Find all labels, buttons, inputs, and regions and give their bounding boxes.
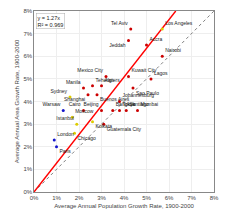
svg-text:Average Annual Area Growth Rat: Average Annual Area Growth Rate, 1900-20… <box>14 39 20 163</box>
svg-text:Los Angeles: Los Angeles <box>165 20 193 26</box>
svg-text:4%: 4% <box>120 195 129 201</box>
svg-text:Algiers: Algiers <box>104 77 120 83</box>
svg-text:1%: 1% <box>52 195 61 201</box>
svg-text:8%: 8% <box>210 195 219 201</box>
svg-text:5%: 5% <box>142 195 151 201</box>
svg-text:0%: 0% <box>30 195 39 201</box>
svg-text:Santiago: Santiago <box>129 101 149 107</box>
svg-text:Teheran: Teheran <box>95 77 113 83</box>
svg-text:6%: 6% <box>23 53 32 59</box>
svg-text:Lagos: Lagos <box>154 70 168 76</box>
svg-text:Tokyo: Tokyo <box>122 101 135 107</box>
svg-text:6%: 6% <box>165 195 174 201</box>
svg-text:4%: 4% <box>23 99 32 105</box>
svg-text:Moscow: Moscow <box>75 108 94 114</box>
svg-text:3%: 3% <box>97 195 106 201</box>
svg-text:Chicago: Chicago <box>77 135 96 141</box>
svg-text:0%: 0% <box>23 189 32 195</box>
svg-text:y = 1.27xR² = 0.969: y = 1.27xR² = 0.969 <box>38 15 64 28</box>
svg-text:Paris: Paris <box>59 148 71 154</box>
svg-text:Nairobi: Nairobi <box>165 47 181 53</box>
svg-text:Johannesburg: Johannesburg <box>122 92 154 98</box>
svg-text:Bangkok: Bangkok <box>116 101 136 107</box>
svg-text:3%: 3% <box>23 121 32 127</box>
svg-text:8%: 8% <box>23 8 32 14</box>
svg-text:Kolkata: Kolkata <box>95 123 112 129</box>
svg-text:Warsaw: Warsaw <box>43 101 61 107</box>
svg-text:Mumbai: Mumbai <box>140 101 158 107</box>
svg-text:Shanghai: Shanghai <box>64 96 85 102</box>
svg-text:Guatemala City: Guatemala City <box>107 126 142 132</box>
svg-text:5%: 5% <box>23 76 32 82</box>
svg-text:London: London <box>57 131 74 137</box>
svg-text:1%: 1% <box>23 166 32 172</box>
svg-text:Istanbul: Istanbul <box>56 115 74 121</box>
svg-text:Manila: Manila <box>66 79 81 85</box>
svg-text:Kuwait City: Kuwait City <box>131 67 157 73</box>
svg-text:7%: 7% <box>23 31 32 37</box>
svg-text:Tel Aviv: Tel Aviv <box>111 20 128 26</box>
svg-text:Accra: Accra <box>149 36 162 42</box>
svg-text:Sydney: Sydney <box>50 88 67 94</box>
svg-text:Mexico City: Mexico City <box>77 67 103 73</box>
svg-text:Average Annual Population Grow: Average Annual Population Growth Rate, 1… <box>54 203 194 209</box>
svg-text:Cairo: Cairo <box>69 101 81 107</box>
svg-text:7%: 7% <box>187 195 196 201</box>
svg-text:Beijing: Beijing <box>84 101 99 107</box>
svg-text:Sao Paulo: Sao Paulo <box>136 90 159 96</box>
svg-text:Jeddah: Jeddah <box>109 42 126 48</box>
svg-text:Buenos Aires: Buenos Aires <box>100 96 130 102</box>
svg-text:2%: 2% <box>75 195 84 201</box>
svg-text:2%: 2% <box>23 144 32 150</box>
